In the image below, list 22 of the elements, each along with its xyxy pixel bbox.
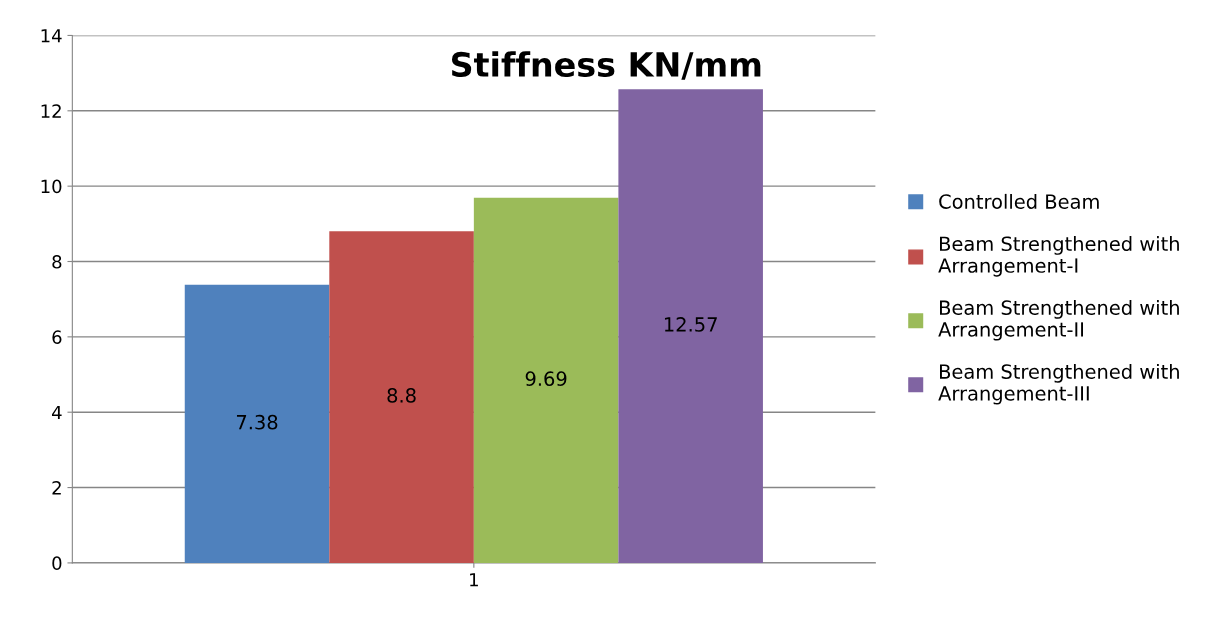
legend-label: Beam Strengthened with Arrangement-I (938, 236, 1179, 277)
y-tick-label: 4 (52, 405, 62, 420)
data-label: 9.69 (525, 371, 567, 387)
legend-label: Beam Strengthened with Arrangement-III (938, 363, 1179, 405)
bar (473, 197, 619, 563)
bar (329, 231, 474, 563)
data-label: 8.8 (387, 388, 416, 403)
y-tick-label: 12 (41, 104, 61, 118)
y-tick-label: 10 (41, 179, 62, 194)
legend-label: Beam Strengthened with Arrangement-II (938, 299, 1179, 341)
bar (184, 284, 330, 563)
y-tick-label: 8 (52, 254, 62, 269)
chart-title: Stiffness KN/mm (451, 51, 761, 80)
data-label: 7.38 (236, 414, 278, 430)
y-tick-label: 6 (52, 330, 62, 344)
y-tick-label: 2 (52, 481, 61, 495)
y-tick-label: 14 (41, 29, 62, 43)
bar (618, 89, 763, 563)
x-tick-label: 1 (470, 573, 478, 587)
data-label: 12.57 (664, 317, 717, 332)
y-tick-label: 0 (52, 556, 62, 571)
legend-label: Controlled Beam (939, 193, 1099, 209)
